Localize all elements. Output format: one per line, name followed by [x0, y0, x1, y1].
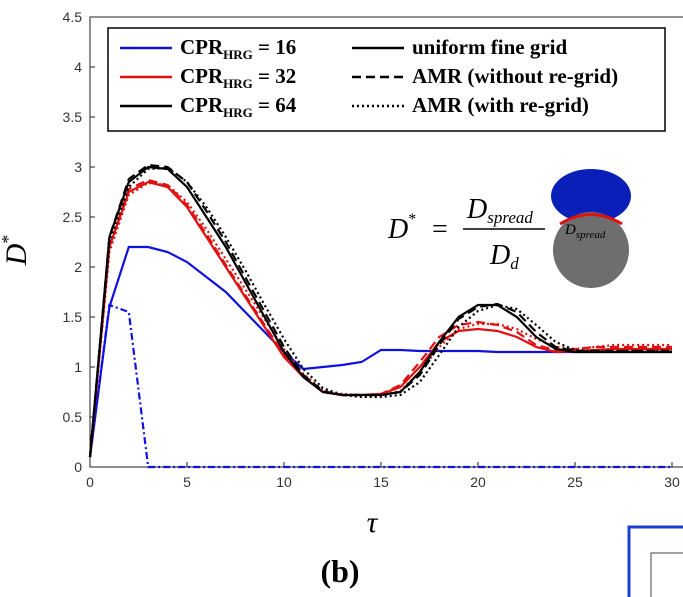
formula-lhs-sup: *	[408, 211, 416, 228]
legend-label-sub: HRG	[223, 47, 253, 62]
formula-den: Dd	[489, 240, 519, 273]
formula-lhs-text: D	[387, 214, 408, 245]
x-axis-label: τ	[367, 506, 379, 539]
legend-label-suffix: = 64	[253, 93, 297, 117]
inset-sphere	[553, 212, 629, 288]
legend-label: AMR (without re-grid)	[412, 64, 618, 88]
ticks: 0 0.5 1 1.5 2 2.5 3 3.5 4 4.5 0 5 10 15 20 25 30	[63, 9, 680, 490]
legend-label-text: CPR	[180, 35, 224, 59]
legend-label: CPRHRG = 64	[180, 93, 297, 120]
y-tick-label: 3	[74, 159, 82, 175]
y-axis-label-sup: *	[0, 235, 18, 244]
y-tick-label: 1.5	[63, 309, 83, 325]
y-axis-label: D*	[0, 235, 33, 267]
inset-label-text: D	[564, 222, 576, 238]
inset-contact	[559, 213, 623, 226]
y-tick-label: 3.5	[63, 109, 83, 125]
y-tick-label: 0	[74, 459, 82, 475]
legend-label-suffix: = 32	[253, 64, 296, 88]
y-axis-label-text: D	[0, 243, 33, 266]
legend-label: AMR (with re-grid)	[412, 93, 589, 117]
legend-label-sub: HRG	[223, 105, 253, 120]
formula-lhs: D*	[387, 211, 416, 245]
x-tick-label: 20	[470, 474, 486, 490]
inset: Dspread	[551, 169, 631, 288]
decor-frame-inner	[650, 552, 683, 597]
legend-label-suffix: = 16	[253, 35, 296, 59]
y-tick-label: 0.5	[63, 409, 83, 425]
x-tick-label: 0	[86, 474, 94, 490]
panel-label: (b)	[320, 553, 359, 589]
series-line	[88, 166, 672, 458]
inset-drop	[551, 169, 631, 223]
formula-eq: =	[432, 214, 448, 245]
y-tick-label: 1	[74, 359, 82, 375]
formula-den-sub: d	[510, 254, 519, 273]
series-line	[88, 303, 672, 469]
legend-label: uniform fine grid	[412, 35, 567, 59]
x-tick-label: 30	[664, 474, 680, 490]
decor-frame	[627, 525, 683, 597]
formula-den-text: D	[489, 240, 510, 271]
x-tick-label: 5	[183, 474, 191, 490]
lines	[88, 163, 672, 469]
legend-label-text: CPR	[180, 93, 224, 117]
formula-num: Dspread	[466, 194, 533, 227]
formula-num-text: D	[466, 194, 487, 225]
y-tick-label: 4	[74, 59, 82, 75]
x-tick-label: 15	[373, 474, 389, 490]
legend-label: CPRHRG = 32	[180, 64, 296, 91]
inset-label: Dspread	[564, 222, 606, 241]
inset-label-sub: spread	[576, 229, 606, 241]
y-tick-label: 4.5	[63, 9, 83, 25]
formula-num-sub: spread	[487, 208, 533, 227]
legend-label-sub: HRG	[223, 76, 253, 91]
formula: D* = Dspread Dd	[387, 194, 545, 273]
x-tick-label: 10	[276, 474, 292, 490]
x-tick-label: 25	[567, 474, 583, 490]
y-tick-label: 2	[74, 259, 82, 275]
series-line	[88, 163, 672, 458]
y-tick-label: 2.5	[63, 209, 83, 225]
legend-label: CPRHRG = 16	[180, 35, 296, 62]
legend-box	[107, 27, 666, 132]
legend-label-text: CPR	[180, 64, 224, 88]
